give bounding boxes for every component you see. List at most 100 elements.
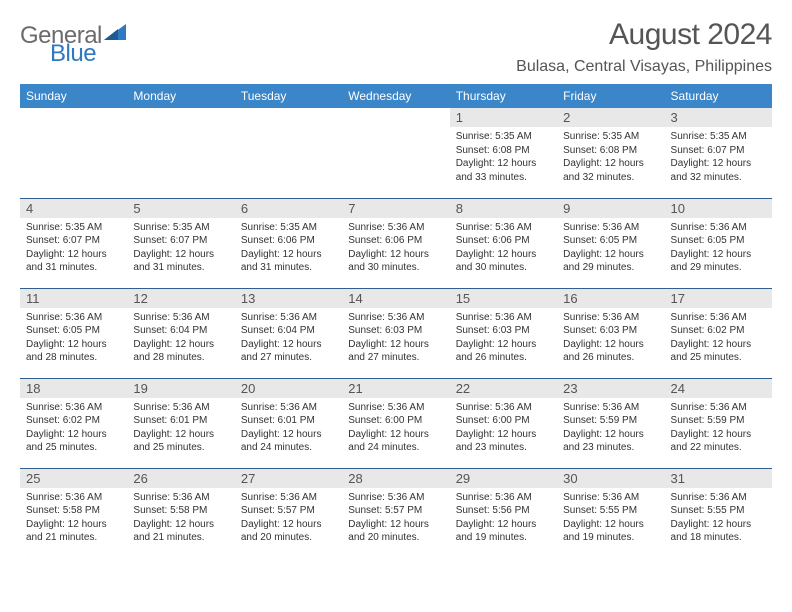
calendar-cell: 1Sunrise: 5:35 AMSunset: 6:08 PMDaylight…	[450, 108, 557, 198]
info-line: Daylight: 12 hours	[671, 518, 766, 532]
info-line: Sunset: 6:02 PM	[26, 414, 121, 428]
day-header: Friday	[557, 84, 664, 108]
info-line: and 31 minutes.	[241, 261, 336, 275]
day-info: Sunrise: 5:36 AMSunset: 6:02 PMDaylight:…	[665, 308, 772, 369]
day-number: 4	[20, 199, 127, 218]
day-info: Sunrise: 5:36 AMSunset: 5:55 PMDaylight:…	[665, 488, 772, 549]
day-info: Sunrise: 5:36 AMSunset: 6:03 PMDaylight:…	[342, 308, 449, 369]
day-info: Sunrise: 5:36 AMSunset: 5:59 PMDaylight:…	[665, 398, 772, 459]
calendar-cell: 23Sunrise: 5:36 AMSunset: 5:59 PMDayligh…	[557, 378, 664, 468]
calendar-cell: 20Sunrise: 5:36 AMSunset: 6:01 PMDayligh…	[235, 378, 342, 468]
day-number: 18	[20, 379, 127, 398]
calendar-cell: 4Sunrise: 5:35 AMSunset: 6:07 PMDaylight…	[20, 198, 127, 288]
info-line: Sunset: 6:07 PM	[133, 234, 228, 248]
day-info: Sunrise: 5:35 AMSunset: 6:07 PMDaylight:…	[665, 127, 772, 188]
info-line: Sunrise: 5:36 AM	[133, 311, 228, 325]
info-line: Sunset: 6:01 PM	[241, 414, 336, 428]
info-line: Sunset: 5:55 PM	[671, 504, 766, 518]
day-info: Sunrise: 5:35 AMSunset: 6:06 PMDaylight:…	[235, 218, 342, 279]
day-info: Sunrise: 5:36 AMSunset: 5:58 PMDaylight:…	[127, 488, 234, 549]
info-line: and 32 minutes.	[671, 171, 766, 185]
month-title: August 2024	[516, 18, 772, 52]
day-info: Sunrise: 5:36 AMSunset: 6:05 PMDaylight:…	[20, 308, 127, 369]
info-line: and 25 minutes.	[671, 351, 766, 365]
location-text: Bulasa, Central Visayas, Philippines	[516, 58, 772, 76]
info-line: and 26 minutes.	[563, 351, 658, 365]
info-line: and 27 minutes.	[348, 351, 443, 365]
info-line: Sunrise: 5:36 AM	[26, 311, 121, 325]
info-line: Sunrise: 5:36 AM	[456, 401, 551, 415]
calendar-cell: 14Sunrise: 5:36 AMSunset: 6:03 PMDayligh…	[342, 288, 449, 378]
info-line: Sunset: 6:00 PM	[348, 414, 443, 428]
calendar-cell: 15Sunrise: 5:36 AMSunset: 6:03 PMDayligh…	[450, 288, 557, 378]
info-line: Daylight: 12 hours	[133, 428, 228, 442]
calendar-cell: 19Sunrise: 5:36 AMSunset: 6:01 PMDayligh…	[127, 378, 234, 468]
day-info: Sunrise: 5:36 AMSunset: 6:04 PMDaylight:…	[127, 308, 234, 369]
info-line: Sunrise: 5:36 AM	[671, 221, 766, 235]
day-number: 14	[342, 289, 449, 308]
info-line: Sunrise: 5:36 AM	[456, 221, 551, 235]
info-line: Daylight: 12 hours	[563, 157, 658, 171]
brand-triangle-icon	[104, 21, 126, 45]
info-line: Sunrise: 5:35 AM	[456, 130, 551, 144]
day-number: 27	[235, 469, 342, 488]
info-line: Daylight: 12 hours	[456, 157, 551, 171]
info-line: Sunset: 6:01 PM	[133, 414, 228, 428]
info-line: Sunrise: 5:35 AM	[26, 221, 121, 235]
info-line: Daylight: 12 hours	[456, 248, 551, 262]
day-header: Monday	[127, 84, 234, 108]
day-number: 15	[450, 289, 557, 308]
info-line: Daylight: 12 hours	[348, 518, 443, 532]
info-line: Daylight: 12 hours	[456, 428, 551, 442]
calendar-cell: 12Sunrise: 5:36 AMSunset: 6:04 PMDayligh…	[127, 288, 234, 378]
calendar-body: ........1Sunrise: 5:35 AMSunset: 6:08 PM…	[20, 108, 772, 558]
calendar-cell: 13Sunrise: 5:36 AMSunset: 6:04 PMDayligh…	[235, 288, 342, 378]
info-line: Daylight: 12 hours	[26, 248, 121, 262]
day-info: Sunrise: 5:36 AMSunset: 5:59 PMDaylight:…	[557, 398, 664, 459]
calendar-cell: 24Sunrise: 5:36 AMSunset: 5:59 PMDayligh…	[665, 378, 772, 468]
calendar-cell: 31Sunrise: 5:36 AMSunset: 5:55 PMDayligh…	[665, 468, 772, 558]
info-line: Sunrise: 5:36 AM	[26, 491, 121, 505]
info-line: and 24 minutes.	[348, 441, 443, 455]
calendar-cell: 29Sunrise: 5:36 AMSunset: 5:56 PMDayligh…	[450, 468, 557, 558]
calendar-cell: 17Sunrise: 5:36 AMSunset: 6:02 PMDayligh…	[665, 288, 772, 378]
info-line: and 21 minutes.	[26, 531, 121, 545]
day-info: Sunrise: 5:36 AMSunset: 6:00 PMDaylight:…	[342, 398, 449, 459]
calendar-row: 4Sunrise: 5:35 AMSunset: 6:07 PMDaylight…	[20, 198, 772, 288]
day-info: Sunrise: 5:35 AMSunset: 6:08 PMDaylight:…	[450, 127, 557, 188]
info-line: and 28 minutes.	[26, 351, 121, 365]
day-info: Sunrise: 5:36 AMSunset: 5:56 PMDaylight:…	[450, 488, 557, 549]
info-line: and 29 minutes.	[671, 261, 766, 275]
info-line: Sunrise: 5:36 AM	[456, 491, 551, 505]
info-line: Sunset: 6:05 PM	[671, 234, 766, 248]
day-number: 28	[342, 469, 449, 488]
info-line: and 26 minutes.	[456, 351, 551, 365]
info-line: Sunset: 6:05 PM	[26, 324, 121, 338]
info-line: Sunset: 6:05 PM	[563, 234, 658, 248]
info-line: and 25 minutes.	[133, 441, 228, 455]
info-line: Sunset: 6:03 PM	[456, 324, 551, 338]
info-line: and 25 minutes.	[26, 441, 121, 455]
info-line: Sunrise: 5:36 AM	[241, 401, 336, 415]
info-line: Daylight: 12 hours	[26, 518, 121, 532]
info-line: Sunset: 6:02 PM	[671, 324, 766, 338]
calendar-cell: 21Sunrise: 5:36 AMSunset: 6:00 PMDayligh…	[342, 378, 449, 468]
info-line: Sunrise: 5:36 AM	[563, 311, 658, 325]
day-info: Sunrise: 5:36 AMSunset: 6:03 PMDaylight:…	[450, 308, 557, 369]
day-number: 26	[127, 469, 234, 488]
day-number: 3	[665, 108, 772, 127]
info-line: Daylight: 12 hours	[348, 428, 443, 442]
calendar-cell: 22Sunrise: 5:36 AMSunset: 6:00 PMDayligh…	[450, 378, 557, 468]
info-line: Sunrise: 5:36 AM	[348, 491, 443, 505]
info-line: and 23 minutes.	[563, 441, 658, 455]
info-line: Daylight: 12 hours	[241, 248, 336, 262]
calendar-cell: 6Sunrise: 5:35 AMSunset: 6:06 PMDaylight…	[235, 198, 342, 288]
info-line: Daylight: 12 hours	[671, 248, 766, 262]
info-line: and 29 minutes.	[563, 261, 658, 275]
day-number: 24	[665, 379, 772, 398]
info-line: Daylight: 12 hours	[133, 518, 228, 532]
day-number: 12	[127, 289, 234, 308]
info-line: Sunrise: 5:36 AM	[456, 311, 551, 325]
info-line: Sunset: 6:04 PM	[133, 324, 228, 338]
info-line: Sunrise: 5:35 AM	[133, 221, 228, 235]
